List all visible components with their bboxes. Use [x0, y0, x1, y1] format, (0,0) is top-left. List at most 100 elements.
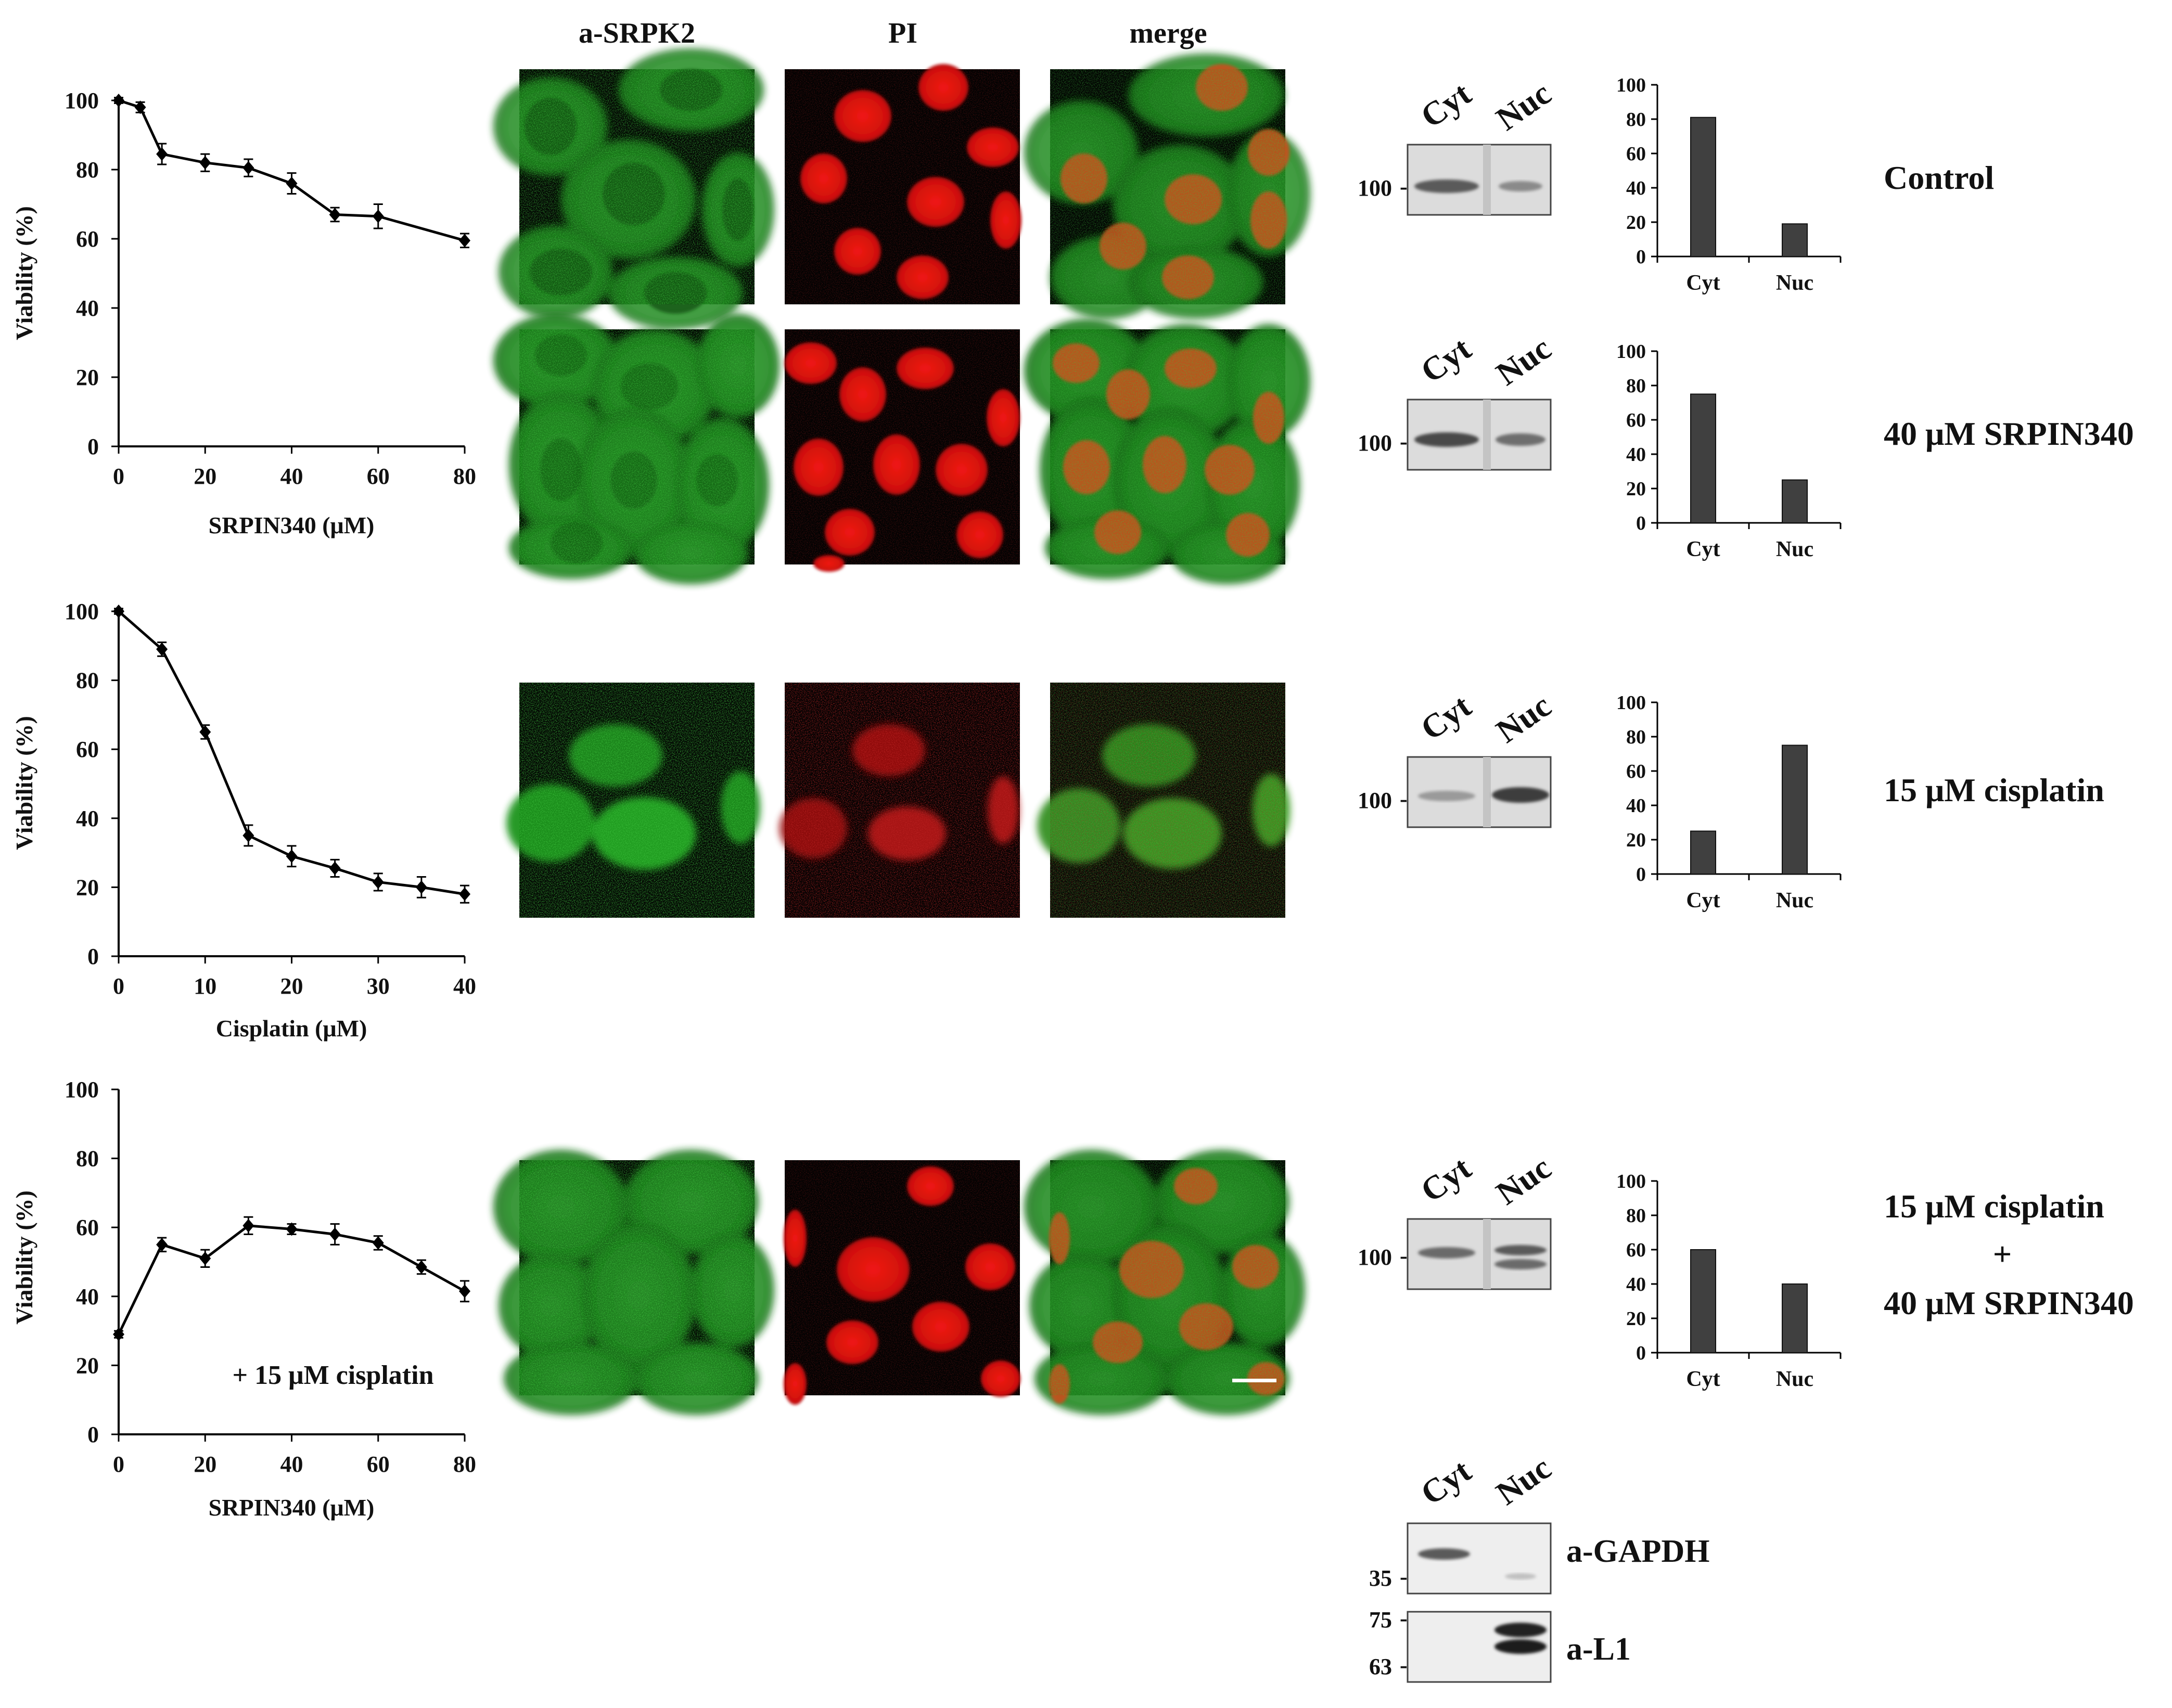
col-header-merge: merge — [1129, 17, 1207, 49]
condition-srpin340: 40 μM SRPIN340 — [1884, 415, 2134, 452]
bar — [1690, 830, 1716, 875]
x-tick-label: 20 — [194, 464, 216, 489]
micrograph-combination-pi — [784, 1160, 1020, 1405]
y-tick-label: 20 — [76, 875, 99, 900]
micrograph-srpin340-pi — [785, 329, 1020, 572]
y-tick-label: 40 — [1626, 177, 1646, 199]
y-axis-label: Viability (%) — [11, 1190, 37, 1325]
mw-marker-100: 100 — [1358, 788, 1392, 813]
micrograph-cisplatin-srpk2 — [506, 683, 760, 918]
bar — [1782, 1283, 1808, 1353]
y-tick-label: 0 — [1636, 246, 1646, 268]
x-axis-label: Cisplatin (μM) — [216, 1015, 367, 1042]
mw-marker-dash: - — [1400, 786, 1408, 812]
y-tick-label: 0 — [87, 434, 99, 459]
y-tick-label: 60 — [76, 737, 99, 762]
micrograph-combination-srpk2 — [493, 1150, 774, 1415]
mw-marker-dash: - — [1400, 1564, 1408, 1589]
bar-chart-combination: 0 20 40 60 80 100 Cyt Nuc — [1616, 1171, 1842, 1391]
category-label: Cyt — [1686, 537, 1720, 561]
y-tick-label: 0 — [1636, 864, 1646, 885]
data-point — [242, 161, 254, 175]
y-tick-label: 20 — [76, 1353, 99, 1378]
x-tick-label: 80 — [453, 1452, 476, 1477]
data-point — [156, 147, 168, 161]
condition-control: Control — [1884, 159, 1994, 196]
lane-label-cyt: Cyt — [1414, 687, 1478, 748]
data-point — [199, 725, 211, 739]
mw-marker-dash: - — [1400, 1652, 1408, 1678]
mw-marker-dash: - — [1400, 174, 1408, 199]
viability-chart-cisplatin: Viability (%) Cisplatin (μM) 0 20 40 60 80 10… — [11, 599, 476, 1042]
y-tick-label: 80 — [1626, 1205, 1646, 1227]
y-tick-label: 20 — [1626, 829, 1646, 851]
lane-label-nuc: Nuc — [1489, 1449, 1557, 1512]
y-tick-label: 0 — [1636, 512, 1646, 534]
micrograph-cisplatin-pi — [780, 683, 1020, 918]
l1-label: a-L1 — [1566, 1632, 1631, 1667]
bar — [1690, 117, 1716, 257]
western-blot-srpin340: Cyt Nuc 100 - — [1358, 329, 1557, 471]
x-tick-label: 40 — [280, 1452, 303, 1477]
lane-label-cyt: Cyt — [1414, 1452, 1478, 1512]
micrograph-control-srpk2 — [493, 48, 774, 329]
x-tick-label: 80 — [453, 464, 476, 489]
y-tick-label: 60 — [1626, 1239, 1646, 1261]
mw-marker-100: 100 — [1358, 1244, 1392, 1270]
western-blot-combination: Cyt Nuc 100 - — [1358, 1149, 1557, 1290]
condition-combination-plus: + — [1993, 1236, 2012, 1273]
y-tick-label: 100 — [1616, 692, 1646, 714]
lane-label-nuc: Nuc — [1489, 687, 1557, 750]
category-label: Cyt — [1686, 889, 1720, 913]
y-tick-label: 80 — [76, 668, 99, 694]
data-point — [286, 849, 298, 863]
condition-cisplatin: 15 μM cisplatin — [1884, 772, 2104, 808]
scale-bar — [1232, 1379, 1276, 1382]
data-point — [199, 1251, 211, 1265]
y-tick-label: 40 — [76, 806, 99, 831]
x-tick-label: 10 — [194, 973, 216, 999]
y-tick-label: 40 — [1626, 1274, 1646, 1295]
mw-marker-75: 75 — [1369, 1607, 1392, 1633]
chart-annotation: + 15 μM cisplatin — [232, 1360, 433, 1390]
micrograph-control-merge — [1024, 54, 1310, 319]
bar-chart-srpin340: 0 20 40 60 80 100 Cyt Nuc — [1616, 341, 1842, 561]
y-tick-label: 0 — [1636, 1342, 1646, 1364]
x-tick-label: 20 — [280, 973, 303, 999]
y-axis-label: Viability (%) — [11, 206, 37, 340]
viability-chart-srpin340: Viability (%) SRPIN340 (μM) 0 20 40 60 80 100… — [11, 88, 476, 538]
mw-marker-100: 100 — [1358, 175, 1392, 201]
category-label: Nuc — [1776, 271, 1813, 295]
y-tick-label: 100 — [65, 1077, 99, 1102]
data-point — [242, 1218, 254, 1232]
y-tick-label: 40 — [1626, 444, 1646, 466]
data-point — [134, 100, 146, 114]
x-tick-label: 60 — [367, 464, 390, 489]
category-label: Nuc — [1776, 537, 1813, 561]
western-blot-control: Cyt Nuc 100 - — [1358, 74, 1557, 216]
mw-marker-63: 63 — [1369, 1654, 1392, 1679]
bar — [1782, 479, 1808, 523]
x-tick-label: 40 — [453, 973, 476, 999]
y-tick-label: 0 — [87, 1422, 99, 1447]
y-tick-label: 20 — [76, 365, 99, 390]
data-point — [113, 605, 124, 618]
category-label: Cyt — [1686, 1367, 1720, 1391]
y-tick-label: 100 — [65, 599, 99, 624]
y-tick-label: 60 — [76, 226, 99, 252]
micrograph-control-pi — [785, 64, 1021, 304]
y-tick-label: 60 — [1626, 143, 1646, 165]
micrograph-srpin340-merge — [1024, 319, 1310, 584]
series-line — [118, 99, 465, 242]
y-tick-label: 100 — [65, 88, 99, 113]
bar-chart-control: 0 20 40 60 80 100 Cyt Nuc — [1616, 74, 1842, 295]
y-tick-label: 80 — [1626, 726, 1646, 748]
mw-marker-dash: - — [1400, 1243, 1408, 1268]
x-tick-label: 60 — [367, 1452, 390, 1477]
data-point — [415, 1260, 427, 1274]
micrograph-combination-merge — [1024, 1150, 1305, 1415]
y-tick-label: 20 — [1626, 1308, 1646, 1330]
bar — [1690, 1249, 1716, 1353]
series-line — [117, 1224, 466, 1335]
bar — [1690, 393, 1716, 523]
